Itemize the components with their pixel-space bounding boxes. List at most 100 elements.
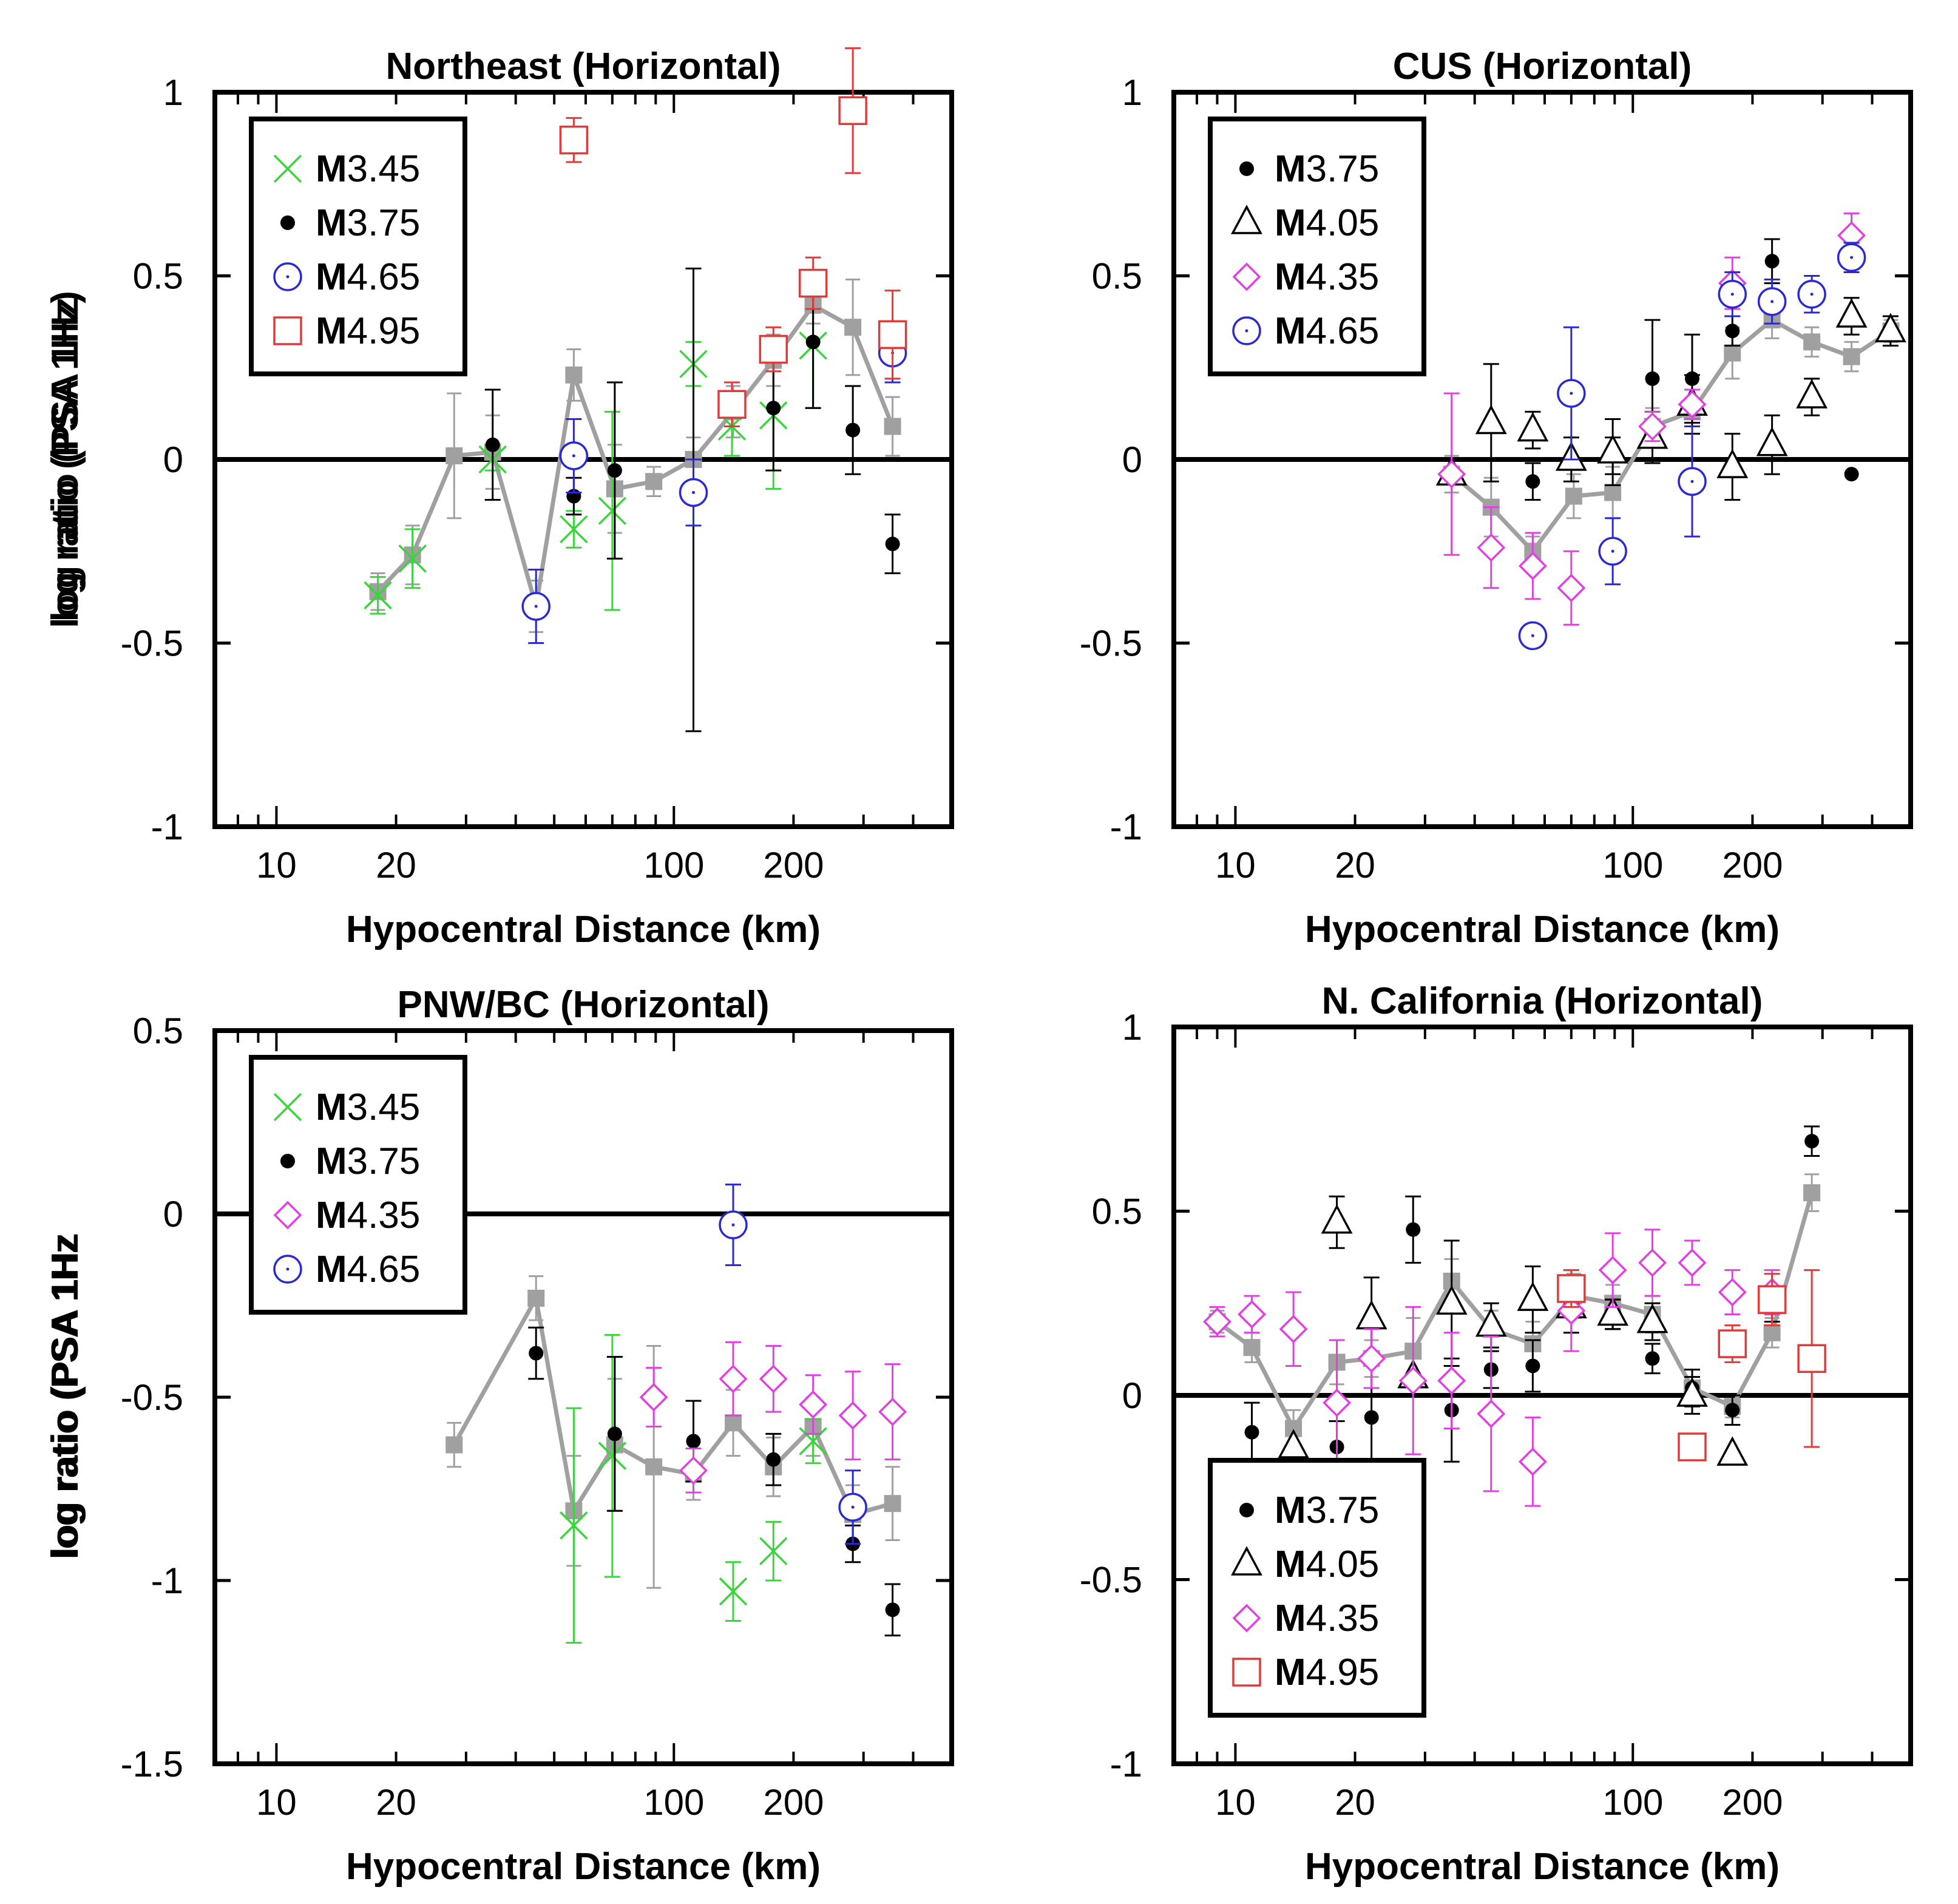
marker-diamond: [1638, 1248, 1667, 1277]
marker-diamond: [1238, 1299, 1267, 1329]
marker-diamond: [838, 1401, 867, 1430]
marker-dot: [1725, 1403, 1740, 1418]
marker-dot: [1844, 467, 1859, 482]
y-tick-label: 0.5: [1092, 256, 1142, 297]
marker-square: [1718, 1329, 1747, 1358]
marker-diamond: [1279, 1315, 1308, 1344]
y-axis-label: log ratio (PSA 1Hz: [44, 1233, 86, 1557]
marker-dot: [766, 401, 781, 416]
marker-diamond: [1678, 1248, 1707, 1277]
chart-title: PNW/BC (Horizontal): [397, 984, 769, 1026]
legend-label-value: 4.65: [347, 1248, 421, 1290]
mean-line: [1216, 1192, 1814, 1433]
chart-panel-4: N. California (Horizontal) -1 -0.5 0 0.5 1 10 2…: [44, 980, 1913, 1888]
marker-diamond: [1477, 533, 1506, 562]
marker-triangle: [1475, 404, 1507, 435]
x-tick-label: 200: [763, 1782, 824, 1823]
marker-x: [759, 1537, 788, 1565]
x-tick-label: 200: [1722, 1782, 1783, 1823]
marker-circle-center: [692, 490, 696, 494]
marker-square: [878, 320, 907, 350]
legend-label-value: 4.05: [1306, 202, 1380, 244]
legend-label-value: 4.95: [1306, 1652, 1380, 1693]
x-tick-label: 10: [1215, 845, 1256, 886]
legend-label-value: 4.05: [1306, 1543, 1380, 1585]
marker-square: [1557, 1274, 1586, 1303]
legend-label-value: 3.45: [347, 1086, 421, 1128]
marker-circle-center: [1730, 293, 1734, 296]
marker-square: [559, 125, 589, 155]
series-M4.95: [1557, 1269, 1826, 1462]
marker-dot: [885, 1602, 900, 1618]
y-tick-label: -1: [1110, 1744, 1142, 1784]
mean-point: [1803, 333, 1821, 351]
legend-label: M4.65: [316, 1248, 420, 1290]
marker-dot: [1645, 371, 1660, 386]
series-M3.45: [560, 1333, 827, 1644]
marker-triangle: [1517, 412, 1549, 442]
mean-point: [1604, 484, 1622, 501]
marker-triangle: [1716, 1436, 1749, 1466]
marker-circle-center: [1245, 329, 1248, 333]
marker-diamond: [1718, 1278, 1747, 1307]
legend-label-prefix: M: [316, 1086, 347, 1128]
marker-triangle: [1517, 1281, 1549, 1311]
marker-circle-center: [1570, 391, 1573, 395]
legend-label: M4.95: [316, 310, 420, 352]
marker-diamond: [719, 1364, 748, 1394]
marker-square: [717, 390, 747, 419]
marker-triangle: [1597, 1296, 1629, 1326]
y-tick-label: -1: [151, 1560, 183, 1601]
legend-label: M3.75: [1275, 148, 1379, 190]
marker-diamond: [273, 1201, 302, 1230]
marker-dot: [607, 463, 622, 478]
marker-diamond: [639, 1383, 668, 1412]
marker-square: [1757, 1285, 1787, 1314]
marker-triangle: [1636, 1303, 1668, 1333]
marker-diamond: [1357, 1344, 1386, 1373]
legend-label-prefix: M: [316, 1194, 347, 1236]
marker-square: [759, 334, 788, 364]
y-tick-label: 0.5: [133, 1011, 183, 1051]
x-tick-label: 100: [643, 845, 704, 886]
y-tick-label: -0.5: [121, 623, 183, 664]
marker-diamond: [1557, 1296, 1586, 1325]
marker-square: [1678, 1432, 1707, 1462]
x-tick-label: 10: [256, 1782, 297, 1823]
mean-point: [1763, 1324, 1781, 1341]
legend-label-prefix: M: [1275, 1652, 1306, 1693]
x-tick-label: 100: [1602, 845, 1663, 886]
legend-label-prefix: M: [1275, 148, 1306, 190]
marker-dot: [1239, 1503, 1254, 1517]
marker-diamond: [679, 1456, 708, 1485]
x-tick-label: 200: [763, 845, 824, 886]
marker-circle-center: [1850, 256, 1854, 259]
y-tick-label: 1: [1122, 1007, 1142, 1048]
legend-label: M4.05: [1275, 1543, 1379, 1585]
y-tick-label: -0.5: [121, 1377, 183, 1418]
marker-x: [364, 581, 392, 610]
legend-label: M4.95: [1275, 1652, 1379, 1693]
marker-diamond: [759, 1364, 788, 1394]
legend-label: M3.75: [1275, 1489, 1379, 1531]
marker-triangle: [1874, 313, 1906, 342]
y-axis-label: log ratio (PSA 1Hz: [44, 297, 86, 622]
marker-x: [799, 1427, 827, 1455]
marker-triangle: [1231, 1546, 1262, 1576]
y-axis-label: log ratio (PSA 1Hz: [44, 1235, 86, 1559]
marker-dot: [1364, 1410, 1379, 1425]
y-axis-label: log ratio (PSA 1Hz): [44, 291, 86, 628]
legend-label-value: 3.75: [1306, 148, 1380, 190]
mean-point: [1803, 1184, 1821, 1202]
marker-square: [838, 96, 867, 125]
legend-label-prefix: M: [316, 310, 347, 352]
marker-diamond: [1638, 412, 1667, 441]
marker-triangle: [1716, 449, 1749, 478]
marker-diamond: [1518, 1447, 1547, 1476]
legend-label-prefix: M: [316, 256, 347, 298]
y-tick-label: -0.5: [1080, 623, 1142, 664]
series-M4.35: [639, 1341, 907, 1494]
legend-label-value: 4.65: [347, 256, 421, 298]
